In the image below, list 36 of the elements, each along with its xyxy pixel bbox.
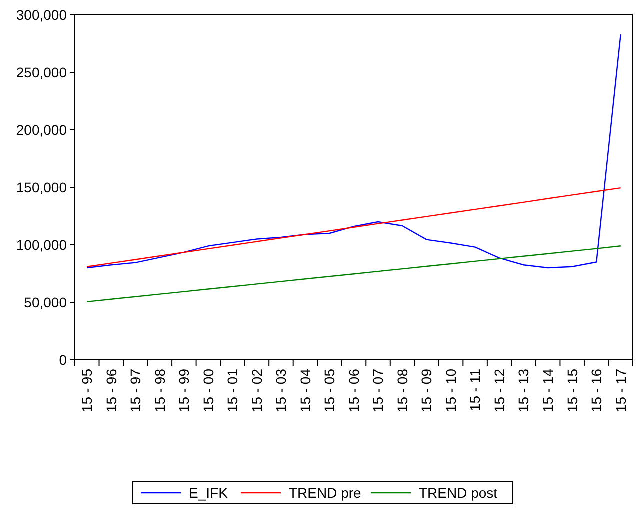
x-tick-label: 15 - 97 — [128, 368, 144, 413]
x-tick-label: 15 - 04 — [297, 368, 314, 413]
y-tick-label: 250,000 — [16, 64, 68, 80]
y-tick-label: 0 — [59, 352, 68, 368]
x-tick-label: 15 - 08 — [394, 368, 410, 413]
x-tick-label: 15 - 06 — [346, 368, 362, 413]
x-tick-label: 15 - 07 — [370, 368, 386, 413]
x-tick-label: 15 - 00 — [200, 368, 216, 413]
y-tick-label: 50,000 — [24, 294, 68, 310]
x-tick-label: 15 - 11 — [467, 368, 484, 412]
x-tick-label: 15 - 05 — [322, 368, 338, 413]
x-tick-label: 15 - 12 — [491, 368, 508, 413]
x-tick-label: 15 - 10 — [442, 368, 459, 413]
y-tick-label: 100,000 — [16, 236, 68, 253]
line-series — [86, 246, 622, 303]
legend-label: E_IFK — [189, 484, 229, 501]
x-tick-label: 15 - 03 — [273, 368, 290, 413]
x-tick-label: 15 - 17 — [612, 368, 629, 413]
y-tick-label: 150,000 — [16, 179, 68, 196]
x-tick-label: 15 - 95 — [79, 368, 96, 413]
legend-label: TREND post — [419, 484, 498, 501]
x-tick-label: 15 - 15 — [564, 368, 580, 413]
line-series — [86, 187, 622, 268]
x-tick-label: 15 - 02 — [248, 368, 265, 413]
legend-label: TREND pre — [289, 484, 362, 501]
x-tick-label: 15 - 01 — [224, 368, 241, 413]
y-tick-label: 300,000 — [16, 6, 68, 23]
line-series — [86, 34, 622, 269]
x-tick-label: 15 - 16 — [588, 368, 605, 413]
x-tick-label: 15 - 99 — [176, 368, 192, 413]
y-tick-label: 200,000 — [16, 122, 68, 138]
x-tick-label: 15 - 96 — [103, 368, 120, 413]
x-tick-label: 15 - 13 — [516, 368, 532, 413]
x-tick-label: 15 - 14 — [540, 368, 556, 413]
x-tick-label: 15 - 98 — [152, 368, 168, 413]
x-tick-label: 15 - 09 — [418, 368, 435, 413]
